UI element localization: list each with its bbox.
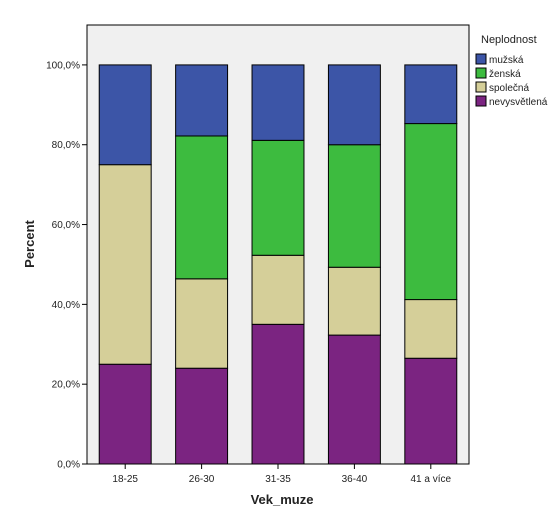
- bar-segment-nevysvetlena: [404, 357, 458, 465]
- y-axis: 0,0% 20,0% 40,0% 60,0% 80,0% 100,0%: [46, 60, 87, 471]
- x-tick-label: 36-40: [342, 474, 368, 485]
- bar-segment-nevysvetlena: [98, 363, 152, 465]
- bar-segment-nevysvetlena: [175, 367, 229, 465]
- y-tick-label: 40,0%: [52, 300, 80, 311]
- legend-swatch-spolecna: [475, 81, 487, 93]
- legend-swatch-nevysvetlena: [475, 95, 487, 107]
- bar-segment-nevysvetlena: [327, 334, 381, 465]
- y-axis-title: Percent: [22, 219, 37, 267]
- bar-segment-zenska: [251, 139, 305, 256]
- x-tick-label: 26-30: [189, 474, 215, 485]
- y-tick-label: 20,0%: [52, 380, 80, 391]
- x-tick-label: 41 a více: [411, 474, 452, 485]
- legend-title: Neplodnost: [481, 34, 537, 46]
- y-tick-label: 100,0%: [46, 60, 80, 71]
- legend-label-spolecna: společná: [489, 83, 529, 94]
- bar-segment-zenska: [404, 123, 458, 301]
- x-tick-label: 31-35: [265, 474, 291, 485]
- bar-segment-muzska: [98, 64, 152, 166]
- bar-segment-muzska: [327, 64, 381, 146]
- bar-segment-muzska: [404, 64, 458, 125]
- bar-segment-zenska: [175, 135, 229, 280]
- bars-group: [98, 64, 458, 465]
- bar-segment-zenska: [327, 144, 381, 268]
- bar-segment-spolecna: [251, 254, 305, 325]
- x-axis: 18-25 26-30 31-35 36-40 41 a více: [112, 464, 452, 485]
- x-tick-label: 18-25: [112, 474, 138, 485]
- bar-segment-muzska: [175, 64, 229, 137]
- legend: Neplodnost mužská ženská společná nevysvětl…: [475, 34, 548, 108]
- y-tick-label: 60,0%: [52, 220, 80, 231]
- bar-segment-nevysvetlena: [251, 323, 305, 465]
- bar-segment-spolecna: [404, 299, 458, 359]
- legend-label-nevysvetlena: nevysvětlená: [489, 97, 548, 108]
- bar-segment-muzska: [251, 64, 305, 141]
- legend-label-zenska: ženská: [489, 69, 521, 80]
- y-tick-label: 80,0%: [52, 140, 80, 151]
- legend-swatch-zenska: [475, 67, 487, 79]
- y-tick-label: 0,0%: [57, 460, 80, 471]
- legend-swatch-muzska: [475, 53, 487, 65]
- bar-segment-spolecna: [175, 278, 229, 369]
- bar-segment-spolecna: [327, 266, 381, 336]
- x-axis-title: Vek_muze: [251, 492, 314, 507]
- bar-segment-spolecna: [98, 164, 152, 365]
- legend-label-muzska: mužská: [489, 55, 524, 66]
